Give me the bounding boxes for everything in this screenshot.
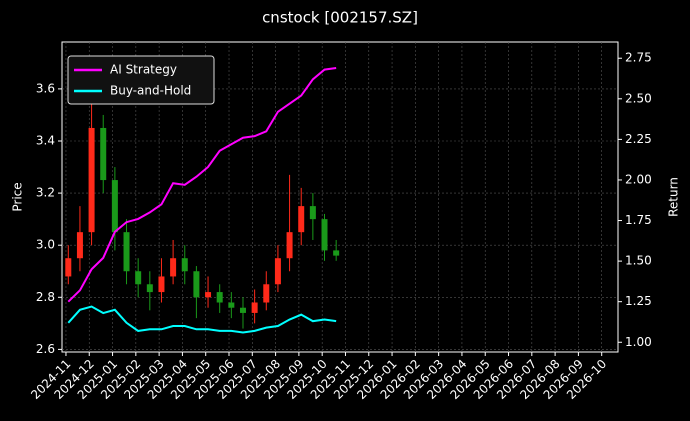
candle-body <box>146 284 153 293</box>
candle-body <box>88 127 95 233</box>
candle-body <box>333 250 340 256</box>
y2-tick-label: 1.50 <box>625 254 652 268</box>
candle-body <box>181 258 188 272</box>
candle-body <box>111 180 118 233</box>
y2-axis-label: Return <box>667 177 681 217</box>
y2-tick-label: 2.00 <box>625 172 652 186</box>
candle-body <box>274 258 281 285</box>
candle-body <box>135 271 142 285</box>
y-tick-label: 2.8 <box>36 290 55 304</box>
candle-body <box>228 302 235 308</box>
candle-body <box>205 292 212 298</box>
candle-body <box>65 258 72 277</box>
legend: AI Strategy Buy-and-Hold <box>67 55 215 105</box>
y-tick-label: 3.2 <box>36 186 55 200</box>
candle-body <box>100 127 107 181</box>
candle-body <box>170 258 177 277</box>
y-axis-label: Price <box>11 182 25 211</box>
candle-body <box>251 302 258 313</box>
y2-tick-label: 2.50 <box>625 91 652 105</box>
y-tick-label: 3.0 <box>36 238 55 252</box>
y-tick-label: 3.6 <box>36 81 55 95</box>
chart-title: cnstock [002157.SZ] <box>262 9 418 27</box>
y2-tick-label: 1.00 <box>625 335 652 349</box>
candle-body <box>309 206 316 220</box>
candle-body <box>263 284 270 303</box>
line-series <box>67 66 337 303</box>
y-tick-label: 2.6 <box>36 342 55 356</box>
candle-body <box>216 292 223 303</box>
y2-tick-label: 2.25 <box>625 132 652 146</box>
line-series <box>67 305 337 334</box>
candle-body <box>321 219 328 251</box>
candle-body <box>239 307 246 313</box>
legend-label: Buy-and-Hold <box>110 84 191 98</box>
y2-tick-label: 1.75 <box>625 213 652 227</box>
candle-body <box>193 271 200 298</box>
candle-body <box>158 276 165 293</box>
candle-body <box>123 232 130 272</box>
y2-tick-label: 1.25 <box>625 294 652 308</box>
legend-box <box>67 55 215 105</box>
y2-tick-label: 2.75 <box>625 51 652 65</box>
legend-label: AI Strategy <box>110 63 177 77</box>
candle-body <box>298 206 305 233</box>
y-tick-label: 3.4 <box>36 133 55 147</box>
candle-body <box>286 232 293 259</box>
candle-body <box>76 232 83 259</box>
